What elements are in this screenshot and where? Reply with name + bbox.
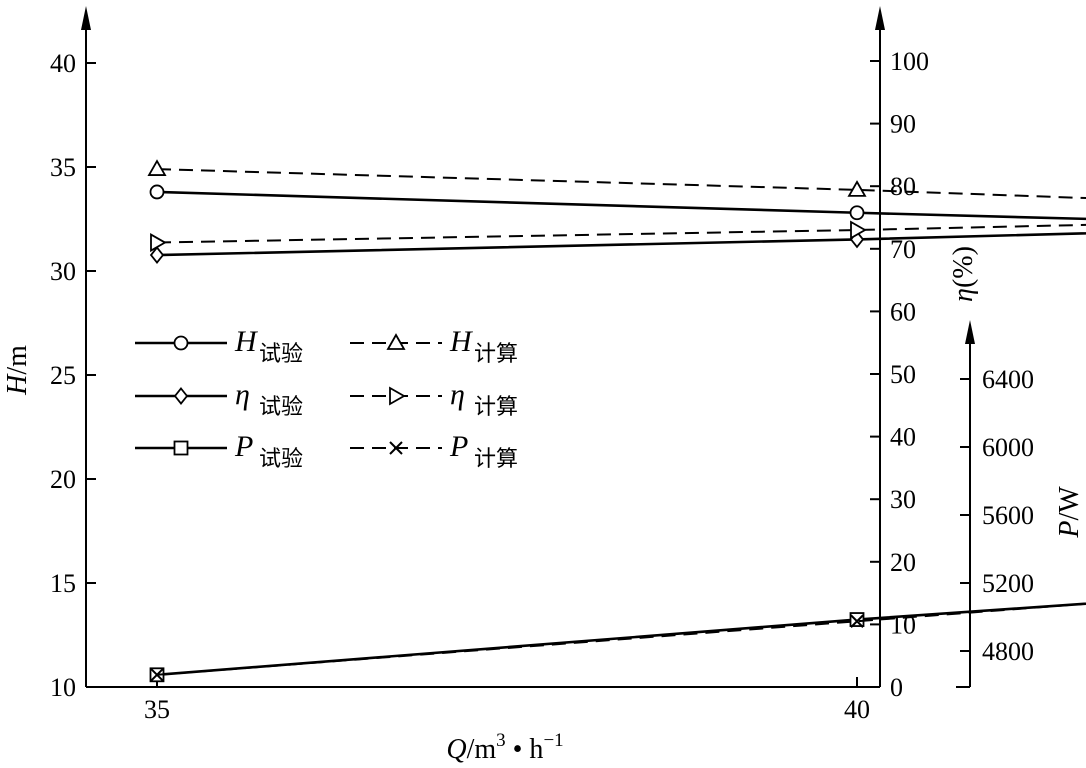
legend-item-eta-test: η 试验 <box>135 378 303 419</box>
series-layer <box>147 159 1086 683</box>
data-point-p-calc <box>150 668 164 682</box>
series-line-eta-calc <box>156 223 1086 244</box>
legend-marker <box>389 386 406 406</box>
legend-marker <box>173 335 189 351</box>
p-tick-label: 6400 <box>982 365 1034 394</box>
legend-item-h-test: H 试验 <box>135 325 303 366</box>
data-point-h-calc <box>847 180 867 197</box>
legend-label-sub: 计算 <box>474 394 518 419</box>
p-tick-label: 4800 <box>982 637 1034 666</box>
p-axis-arrow <box>965 320 975 344</box>
data-point-eta-test <box>149 246 165 265</box>
data-point-h-test <box>149 184 165 200</box>
eta-tick-label: 0 <box>890 673 903 702</box>
legend-label-sub: 试验 <box>259 394 303 419</box>
data-point-h-test <box>849 205 865 221</box>
eta-tick-label: 30 <box>890 485 916 514</box>
series-line-eta-test <box>156 231 1086 257</box>
legend-item-eta-calc: η 计算 <box>350 378 518 419</box>
legend-marker <box>386 333 406 350</box>
series-h-test <box>149 184 1086 221</box>
eta-tick-label: 80 <box>890 172 916 201</box>
series-line-h-calc <box>156 168 1086 200</box>
data-point-eta-calc <box>150 232 167 253</box>
x-axis-label: Q/m3 • h−1 <box>446 730 563 765</box>
legend-label-main: H <box>449 325 474 358</box>
legend-label-main: H <box>234 325 259 358</box>
h-tick-label: 35 <box>50 153 76 182</box>
h-tick-label: 40 <box>50 49 76 78</box>
series-p-calc <box>150 602 1086 682</box>
h-tick-label: 10 <box>50 673 76 702</box>
legend-label-main: P <box>234 430 253 463</box>
eta-tick-label: 20 <box>890 548 916 577</box>
h-axis-label: H/m <box>2 345 33 396</box>
legend-item-p-test: P 试验 <box>135 430 303 471</box>
legend-label-main: P <box>449 430 468 463</box>
h-axis-arrow <box>81 6 91 30</box>
p-tick-label: 5200 <box>982 569 1034 598</box>
eta-tick-label: 90 <box>890 110 916 139</box>
series-h-calc <box>147 159 1086 200</box>
data-point-p-calc <box>850 614 864 628</box>
series-line-h-test <box>156 190 1086 221</box>
legend: H 试验 H 计算η 试验 η 计算P 试验 P 计算 <box>135 325 518 471</box>
p-axis-label: P/W <box>1054 486 1085 539</box>
eta-axis-arrow <box>875 6 885 30</box>
legend-label-sub: 计算 <box>474 341 518 366</box>
axis-labels: Q/m3 • h−1 H/m η(%) P/W <box>2 246 1085 765</box>
legend-label-sub: 试验 <box>259 341 303 366</box>
data-point-p-test <box>849 612 865 627</box>
eta-tick-label: 100 <box>890 47 929 76</box>
series-line-p-test <box>156 602 1086 677</box>
legend-label-main: η <box>450 378 465 411</box>
legend-label-sub: 试验 <box>259 446 303 471</box>
legend-marker <box>173 387 189 405</box>
legend-marker <box>173 440 189 456</box>
h-tick-label: 20 <box>50 465 76 494</box>
eta-axis-label: η(%) <box>948 246 979 302</box>
h-tick-label: 25 <box>50 361 76 390</box>
legend-label-sub: 计算 <box>474 446 518 471</box>
legend-label-main: η <box>235 378 250 411</box>
x-tick-label: 40 <box>844 695 870 724</box>
eta-tick-label: 60 <box>890 297 916 326</box>
axes: 3540455055601015202530354001020304050607… <box>50 6 1034 724</box>
p-tick-label: 6000 <box>982 433 1034 462</box>
legend-item-p-calc: P 计算 <box>350 430 518 471</box>
legend-item-h-calc: H 计算 <box>350 325 518 366</box>
p-tick-label: 5600 <box>982 501 1034 530</box>
data-point-h-calc <box>147 159 167 176</box>
eta-tick-label: 50 <box>890 360 916 389</box>
h-tick-label: 15 <box>50 569 76 598</box>
legend-marker <box>389 441 403 455</box>
x-tick-label: 35 <box>144 695 170 724</box>
series-p-test <box>149 602 1086 683</box>
series-eta-calc <box>150 220 1086 253</box>
h-tick-label: 30 <box>50 257 76 286</box>
series-line-p-calc <box>156 602 1086 676</box>
eta-tick-label: 40 <box>890 423 916 452</box>
data-point-eta-calc <box>850 220 867 240</box>
